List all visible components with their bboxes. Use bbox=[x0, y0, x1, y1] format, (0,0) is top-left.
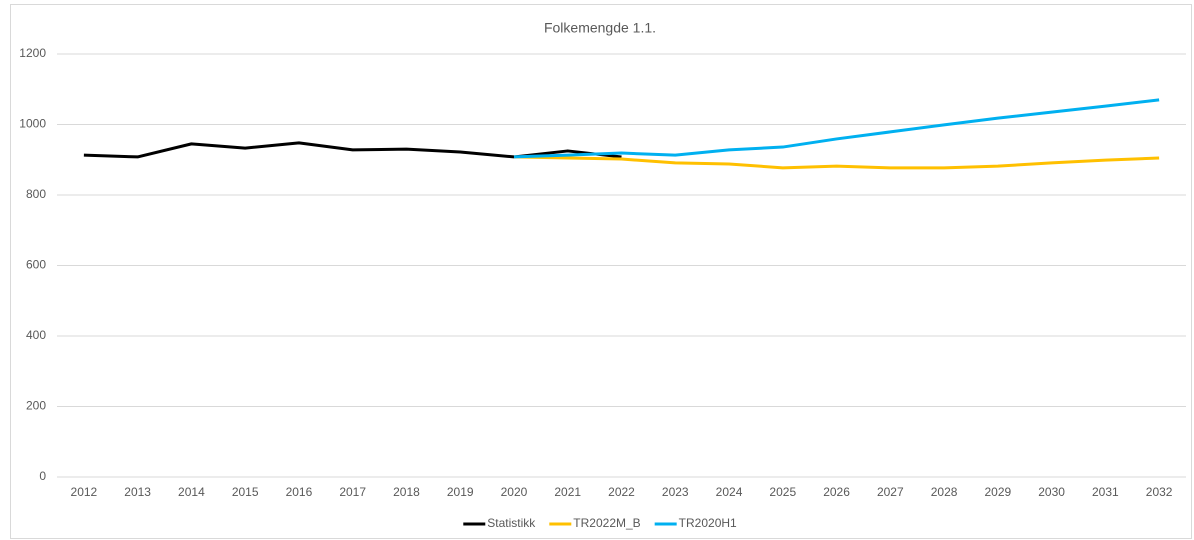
x-tick-label: 2013 bbox=[124, 485, 151, 499]
x-tick-label: 2023 bbox=[662, 485, 689, 499]
chart-title: Folkemengde 1.1. bbox=[544, 20, 656, 36]
x-tick-label: 2028 bbox=[931, 485, 958, 499]
x-tick-label: 2018 bbox=[393, 485, 420, 499]
x-tick-label: 2025 bbox=[769, 485, 796, 499]
x-tick-label: 2026 bbox=[823, 485, 850, 499]
legend-label: Statistikk bbox=[487, 516, 536, 530]
x-tick-label: 2017 bbox=[339, 485, 366, 499]
x-tick-label: 2031 bbox=[1092, 485, 1119, 499]
y-tick-label: 800 bbox=[26, 187, 46, 201]
x-tick-label: 2012 bbox=[71, 485, 98, 499]
x-tick-label: 2015 bbox=[232, 485, 259, 499]
x-tick-label: 2021 bbox=[554, 485, 581, 499]
x-tick-label: 2030 bbox=[1038, 485, 1065, 499]
series-line bbox=[513, 98, 1160, 159]
x-tick-label: 2032 bbox=[1146, 485, 1173, 499]
legend-label: TR2022M_B bbox=[573, 516, 640, 530]
x-tick-label: 2029 bbox=[984, 485, 1011, 499]
y-tick-label: 0 bbox=[39, 469, 46, 483]
x-tick-label: 2022 bbox=[608, 485, 635, 499]
chart-frame bbox=[10, 4, 1192, 539]
x-tick-label: 2019 bbox=[447, 485, 474, 499]
legend-label: TR2020H1 bbox=[679, 516, 737, 530]
x-tick-label: 2016 bbox=[286, 485, 313, 499]
x-tick-label: 2024 bbox=[716, 485, 743, 499]
y-tick-label: 1200 bbox=[19, 46, 46, 60]
series-line bbox=[513, 155, 1160, 170]
x-tick-label: 2027 bbox=[877, 485, 904, 499]
y-tick-label: 400 bbox=[26, 328, 46, 342]
x-tick-label: 2020 bbox=[501, 485, 528, 499]
y-tick-label: 200 bbox=[26, 399, 46, 413]
y-tick-label: 1000 bbox=[19, 117, 46, 131]
x-tick-label: 2014 bbox=[178, 485, 205, 499]
y-tick-label: 600 bbox=[26, 258, 46, 272]
